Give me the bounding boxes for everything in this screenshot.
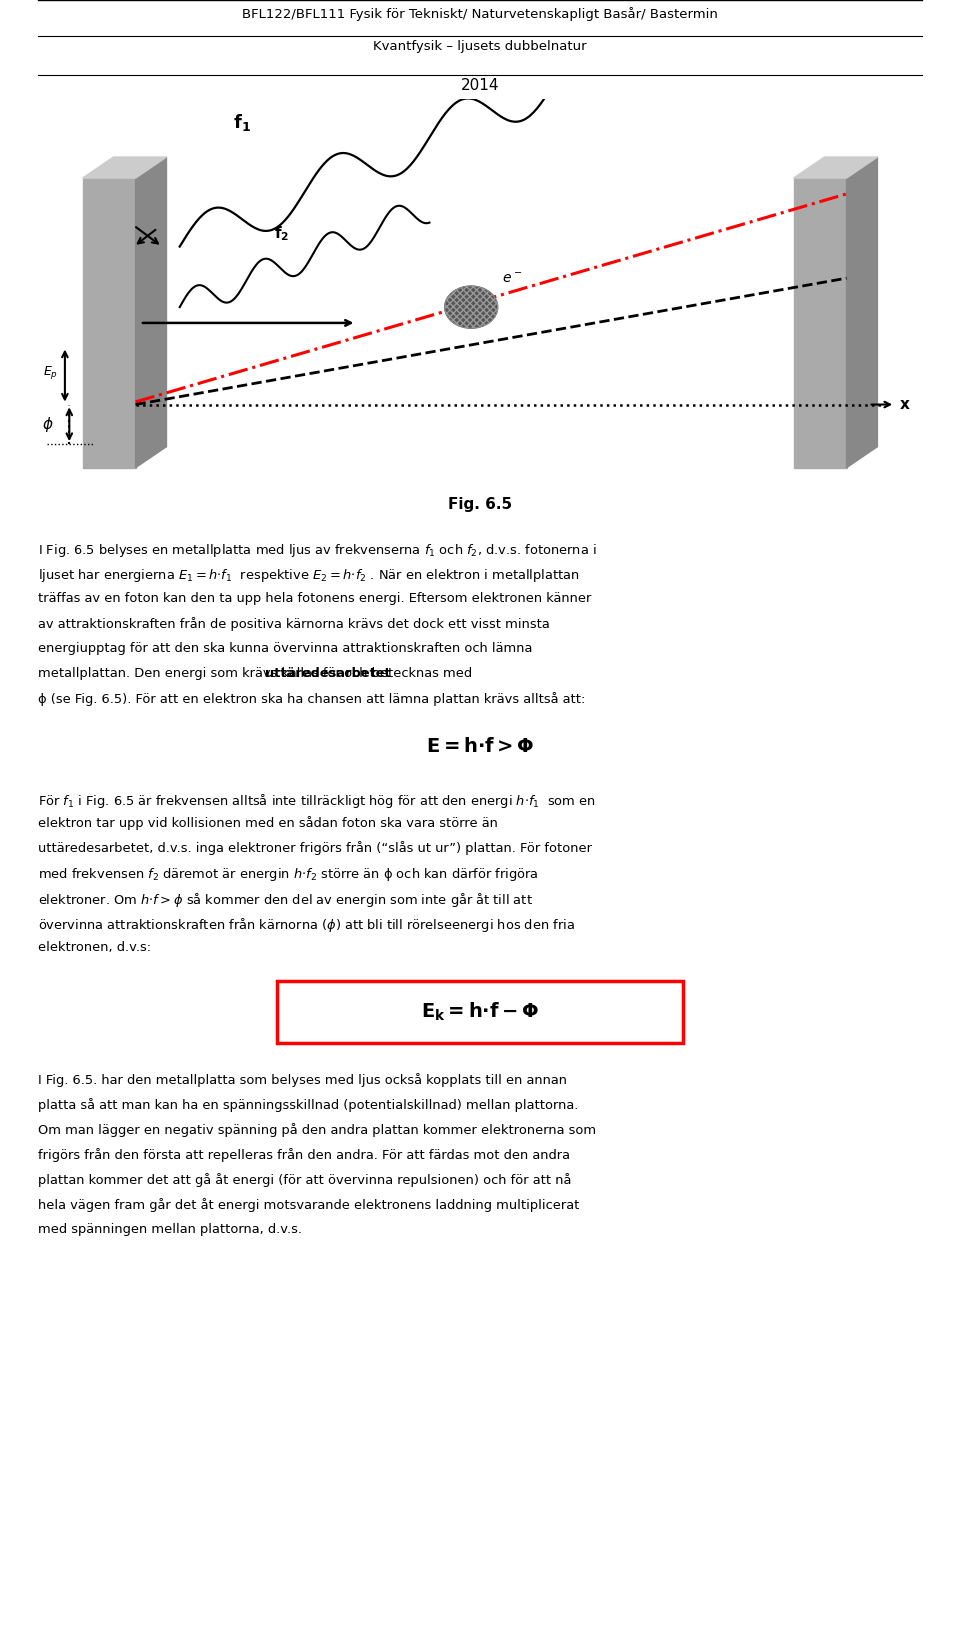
Text: I Fig. 6.5 belyses en metallplatta med ljus av frekvenserna $f_1$ och $f_2$, d.v: I Fig. 6.5 belyses en metallplatta med l… (38, 542, 597, 558)
Text: Kvantfysik – ljusets dubbelnatur: Kvantfysik – ljusets dubbelnatur (373, 40, 587, 53)
Bar (794, 178, 847, 468)
Text: elektron tar upp vid kollisionen med en sådan foton ska vara större än: elektron tar upp vid kollisionen med en … (38, 816, 498, 831)
Bar (83, 178, 135, 468)
Text: platta så att man kan ha en spänningsskillnad (potentialskillnad) mellan plattor: platta så att man kan ha en spänningsski… (38, 1099, 579, 1112)
Text: $E_p$: $E_p$ (43, 365, 58, 382)
Text: Fig. 6.5: Fig. 6.5 (448, 497, 512, 512)
Text: energiupptag för att den ska kunna övervinna attraktionskraften och lämna: energiupptag för att den ska kunna överv… (38, 643, 533, 654)
Text: $e^-$: $e^-$ (502, 273, 522, 286)
Text: och betecknas med: och betecknas med (340, 667, 471, 681)
Text: 2014: 2014 (461, 78, 499, 93)
Text: $\mathbf{f_1}$: $\mathbf{f_1}$ (232, 112, 251, 134)
Text: För $f_1$ i Fig. 6.5 är frekvensen alltså inte tillräckligt hög för att den ener: För $f_1$ i Fig. 6.5 är frekvensen allts… (38, 791, 596, 809)
Ellipse shape (444, 286, 497, 329)
Text: $\phi$: $\phi$ (42, 415, 54, 434)
Polygon shape (135, 157, 166, 468)
Text: Om man lägger en negativ spänning på den andra plattan kommer elektronerna som: Om man lägger en negativ spänning på den… (38, 1123, 596, 1137)
Text: metallplattan. Den energi som krävs kallas för: metallplattan. Den energi som krävs kall… (38, 667, 346, 681)
Polygon shape (847, 157, 877, 468)
Text: plattan kommer det att gå åt energi (för att övervinna repulsionen) och för att : plattan kommer det att gå åt energi (för… (38, 1173, 572, 1188)
Text: x: x (900, 396, 909, 411)
Polygon shape (794, 157, 877, 178)
Bar (276, 981, 684, 1044)
Polygon shape (83, 157, 166, 178)
Text: träffas av en foton kan den ta upp hela fotonens energi. Eftersom elektronen kän: träffas av en foton kan den ta upp hela … (38, 591, 591, 605)
Text: $\mathbf{f_2}$: $\mathbf{f_2}$ (274, 225, 289, 243)
Text: uttäredesarbetet, d.v.s. inga elektroner frigörs från (“slås ut ur”) plattan. Fö: uttäredesarbetet, d.v.s. inga elektroner… (38, 841, 592, 856)
Text: ljuset har energierna $E_1 = h{\cdot}f_1$  respektive $E_2 = h{\cdot}f_2$ . När : ljuset har energierna $E_1 = h{\cdot}f_1… (38, 567, 580, 585)
Text: $\mathbf{E_k = h{\cdot}f - \Phi}$: $\mathbf{E_k = h{\cdot}f - \Phi}$ (420, 1001, 540, 1023)
Text: av attraktionskraften från de positiva kärnorna krävs det dock ett visst minsta: av attraktionskraften från de positiva k… (38, 616, 550, 631)
Text: frigörs från den första att repelleras från den andra. För att färdas mot den an: frigörs från den första att repelleras f… (38, 1148, 570, 1161)
Text: övervinna attraktionskraften från kärnorna ($\phi$) att bli till rörelseenergi h: övervinna attraktionskraften från kärnor… (38, 917, 575, 933)
Text: BFL122/BFL111 Fysik för Tekniskt/ Naturvetenskapligt Basår/ Bastermin: BFL122/BFL111 Fysik för Tekniskt/ Naturv… (242, 7, 718, 21)
Text: med frekvensen $f_2$ däremot är energin $h{\cdot}f_2$ större än ϕ och kan därför: med frekvensen $f_2$ däremot är energin … (38, 866, 540, 884)
Text: ϕ (se Fig. 6.5). För att en elektron ska ha chansen att lämna plattan krävs allt: ϕ (se Fig. 6.5). För att en elektron ska… (38, 692, 586, 705)
Text: med spänningen mellan plattorna, d.v.s.: med spänningen mellan plattorna, d.v.s. (38, 1222, 302, 1236)
Text: $\mathbf{E = h{\cdot}f > \Phi}$: $\mathbf{E = h{\cdot}f > \Phi}$ (425, 737, 535, 755)
Text: elektroner. Om $h{\cdot}f > \phi$ så kommer den del av energin som inte går åt t: elektroner. Om $h{\cdot}f > \phi$ så kom… (38, 892, 534, 909)
Text: hela vägen fram går det åt energi motsvarande elektronens laddning multiplicerat: hela vägen fram går det åt energi motsva… (38, 1198, 580, 1213)
Text: uttäredesarbetet: uttäredesarbetet (265, 667, 391, 681)
Text: I Fig. 6.5. har den metallplatta som belyses med ljus också kopplats till en ann: I Fig. 6.5. har den metallplatta som bel… (38, 1074, 567, 1087)
Text: elektronen, d.v.s:: elektronen, d.v.s: (38, 942, 152, 955)
